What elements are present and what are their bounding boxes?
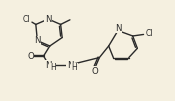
- Text: Cl: Cl: [23, 15, 30, 24]
- Text: Cl: Cl: [146, 29, 153, 38]
- Text: H: H: [50, 63, 56, 72]
- Text: N: N: [115, 24, 121, 33]
- Text: O: O: [91, 67, 98, 76]
- Text: H: H: [72, 63, 78, 72]
- Text: N: N: [67, 61, 73, 70]
- Text: N: N: [45, 15, 51, 24]
- Text: N: N: [34, 36, 41, 45]
- Text: O: O: [27, 52, 34, 60]
- Text: N: N: [45, 61, 51, 70]
